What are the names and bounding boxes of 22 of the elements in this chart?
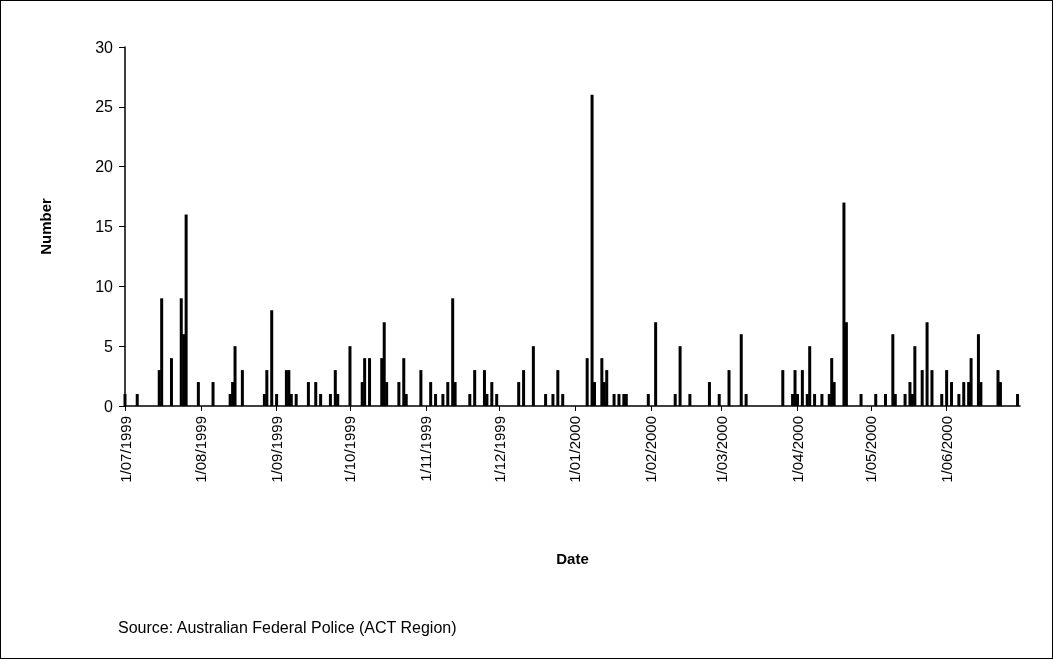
x-tick-label: 1/04/2000 — [788, 416, 806, 483]
y-tick-label: 10 — [95, 277, 114, 295]
y-tick-label: 30 — [95, 38, 114, 56]
x-tick-label: 1/05/2000 — [862, 416, 880, 483]
x-tick-label: 1/12/1999 — [490, 416, 508, 483]
source-note: Source: Australian Federal Police (ACT Region) — [118, 618, 457, 636]
x-tick-label: 1/11/1999 — [417, 416, 435, 482]
y-tick-label: 5 — [104, 337, 114, 355]
x-tick-label: 1/01/2000 — [566, 416, 584, 483]
y-tick-label: 20 — [95, 158, 114, 176]
x-tick-label: 1/02/2000 — [642, 416, 660, 483]
x-tick-label: 1/03/2000 — [713, 416, 731, 483]
x-tick-label: 1/09/1999 — [268, 416, 286, 483]
x-tick-label: 1/10/1999 — [341, 416, 359, 483]
x-tick-label: 1/07/1999 — [116, 416, 134, 483]
y-axis-title: Number — [37, 198, 54, 255]
y-tick-label: 25 — [95, 98, 114, 116]
y-tick-label: 0 — [104, 397, 114, 415]
x-axis-title: Date — [556, 550, 589, 567]
x-tick-label: 1/06/2000 — [938, 416, 956, 483]
y-tick-label: 15 — [95, 218, 114, 235]
x-tick-label: 1/08/1999 — [192, 416, 210, 483]
